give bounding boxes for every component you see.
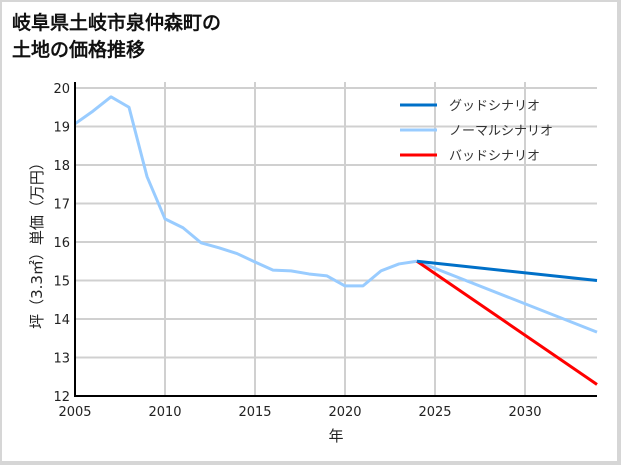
series-line bbox=[74, 95, 598, 334]
x-tick-label: 2020 bbox=[328, 405, 361, 420]
title-line-1: 岐阜県土岐市泉仲森町の bbox=[12, 12, 222, 34]
title-line-2: 土地の価格推移 bbox=[12, 39, 146, 61]
y-tick-label: 18 bbox=[53, 159, 70, 174]
x-tick-label: 2030 bbox=[508, 405, 541, 420]
chart-panel bbox=[2, 2, 617, 461]
chart-title: 岐阜県土岐市泉仲森町の 土地の価格推移 bbox=[12, 10, 221, 64]
y-tick-label: 20 bbox=[53, 82, 70, 97]
tick-labels: 12 13 14 15 16 17 18 19 20 2005 2010 2015 2020 2025 20… bbox=[53, 82, 541, 420]
series-line bbox=[416, 259, 598, 282]
y-tick-label: 19 bbox=[53, 121, 70, 136]
series-line bbox=[416, 260, 598, 386]
axes bbox=[74, 82, 597, 397]
legend-label: ノーマルシナリオ bbox=[449, 124, 553, 139]
x-axis-label: 年 bbox=[328, 427, 343, 445]
y-tick-label: 16 bbox=[53, 236, 70, 251]
legend-label: グッドシナリオ bbox=[449, 99, 540, 114]
legend-label: バッドシナリオ bbox=[449, 149, 540, 164]
x-tick-label: 2010 bbox=[148, 405, 181, 420]
series-lines bbox=[74, 95, 598, 386]
y-axis-label: 坪（3.3㎡）単価（万円） bbox=[28, 155, 46, 329]
y-tick-label: 13 bbox=[53, 352, 70, 367]
y-tick-label: 15 bbox=[53, 275, 70, 290]
x-tick-label: 2005 bbox=[58, 405, 91, 420]
x-tick-label: 2015 bbox=[238, 405, 271, 420]
x-tick-label: 2025 bbox=[418, 405, 451, 420]
y-tick-label: 14 bbox=[53, 313, 70, 328]
y-tick-label: 17 bbox=[53, 198, 70, 213]
y-tick-label: 12 bbox=[53, 390, 70, 405]
